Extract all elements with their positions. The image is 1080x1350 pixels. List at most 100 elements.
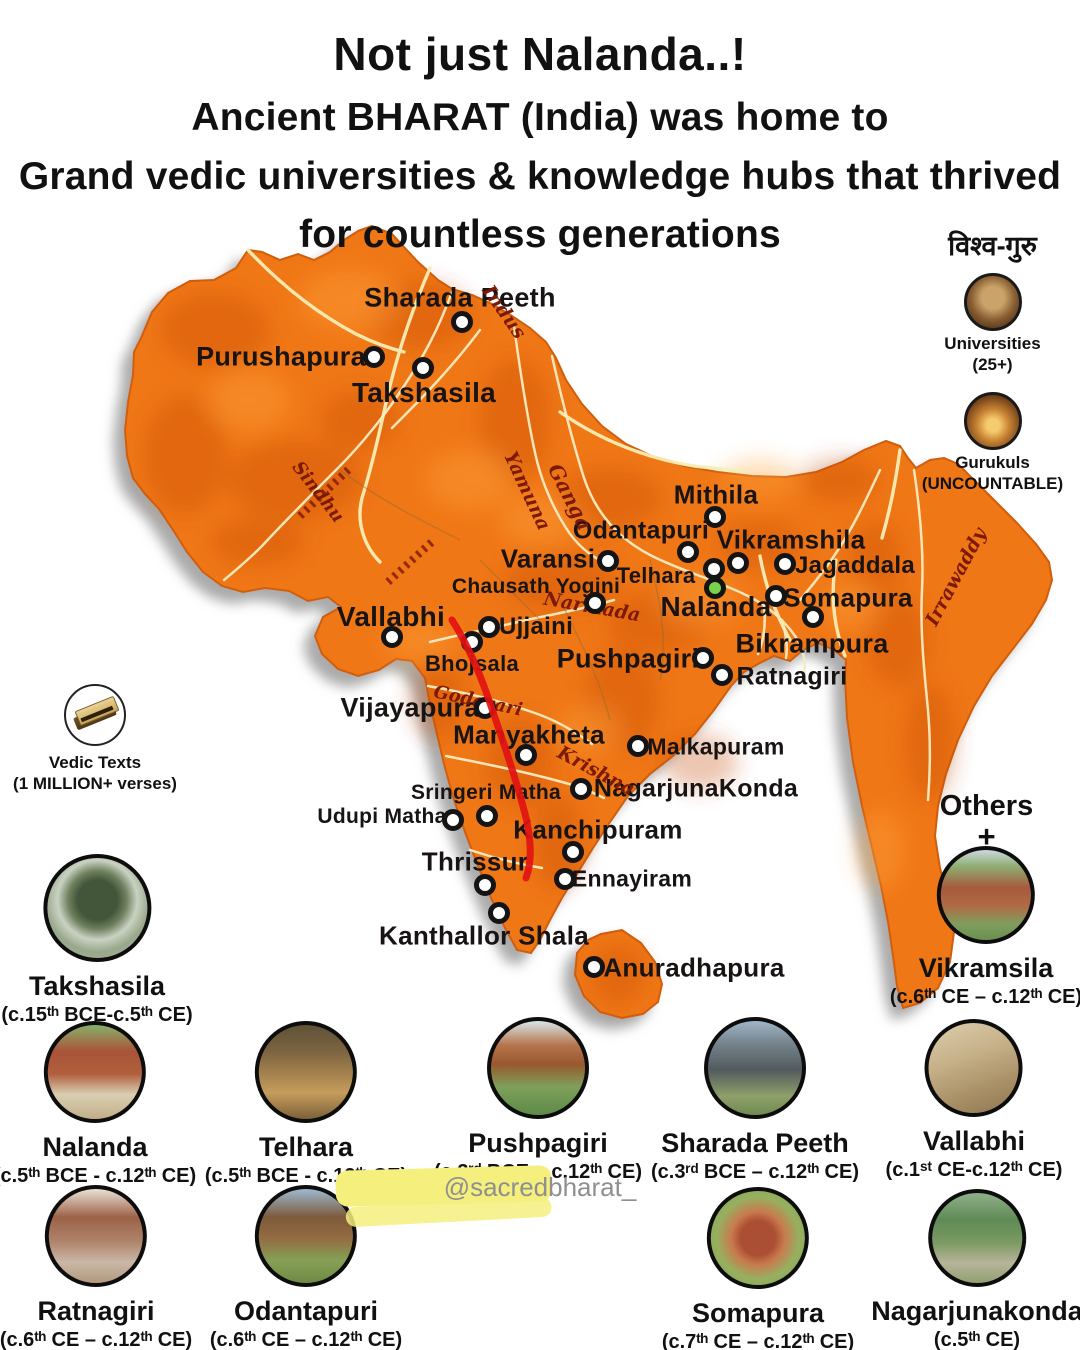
kanthallor-shala-marker [488,902,510,924]
gurukuls-label: Gurukuls [955,452,1030,472]
ratnagiri-marker [711,664,733,686]
vijayapura-marker [474,697,496,719]
universities-icon [963,273,1022,331]
title-block: Not just Nalanda..! Ancient BHARAT (Indi… [0,20,1080,265]
thrissur-marker [474,874,496,896]
card-nagarjunakonda: Nagarjunakonda (c.5ᵗʰ CE) [871,1189,1080,1350]
kanchipuram-marker [562,841,584,863]
sharada-peeth-photo [704,1017,806,1119]
vishwa-guru-legend: विश्व-गुरु Universities (25+) Gurukuls (… [905,226,1080,494]
card-vallabhi: Vallabhi (c.1ˢᵗ CE-c.12ᵗʰ CE) [885,1019,1063,1182]
place-label-nagarjunakonda: NagarjunaKonda [593,774,799,803]
card-title: Somapura [691,1298,825,1328]
card-period: (c.7ᵗʰ CE – c.12ᵗʰ CE) [661,1331,855,1350]
card-period: (c.5ᵗʰ BCE - c.12ᵗʰ CE) [0,1165,197,1187]
nagarjunakonda-marker [570,778,592,800]
place-label-somapura: Somapura [783,582,913,613]
card-title: Telhara [258,1132,354,1162]
gurukuls-icon [963,391,1022,450]
place-label-vikramshila: Vikramshila [716,524,866,555]
chausath-yogini-marker [584,592,606,614]
manyakheta-marker [515,744,537,766]
place-label-kanthallor-shala: Kanthallor Shala [379,920,589,951]
vedic-texts-label: Vedic Texts [48,753,142,772]
card-period: (c.5ᵗʰ CE) [933,1329,1021,1350]
vikramsila-photo [937,846,1035,944]
card-title: Odantapuri [233,1296,378,1326]
place-label-varansi: Varansi [500,543,596,574]
card-title: Sharada Peeth [661,1128,849,1158]
place-label-anuradhapura: Anuradhapura [603,952,785,983]
card-period: (c.6ᵗʰ CE – c.12ᵗʰ CE) [209,1329,403,1350]
river-label-sindhu: Sindhu [287,457,349,527]
bhojsala-marker [461,631,483,653]
varansi-marker [597,550,619,572]
card-somapura: Somapura (c.7ᵗʰ CE – c.12ᵗʰ CE) [662,1187,854,1350]
nagarjunakonda-photo [927,1189,1026,1287]
place-label-odantapuri: Odantapuri [572,516,710,545]
odantapuri-marker [677,541,699,563]
card-title: Nalanda [42,1132,148,1162]
card-title: Takshasila [28,971,166,1001]
card-title: Vallabhi [922,1126,1026,1156]
card-period: (c.6ᵗʰ CE – c.12ᵗʰ CE) [889,986,1080,1008]
place-label-bikrampura: Bikrampura [735,628,889,659]
bikrampura-marker [802,606,824,628]
place-label-sringeri-matha: Sringeri Matha [410,781,562,804]
place-label-purushapura: Purushapura [196,341,366,372]
vedic-texts-sublabel: (1 MILLION+ verses) [13,774,177,794]
card-period: (c.6ᵗʰ CE – c.12ᵗʰ CE) [0,1329,193,1350]
card-period: (c.3ʳᵈ BCE – c.12ᵗʰ CE) [651,1161,859,1183]
takshasila-marker [412,357,434,379]
card-title: Ratnagiri [37,1296,155,1326]
place-label-ratnagiri: Ratnagiri [736,662,848,691]
card-period: (c.1ˢᵗ CE-c.12ᵗʰ CE) [885,1159,1063,1181]
somapura-marker [765,585,787,607]
card-telhara: Telhara (c.5ᵗʰ BCE - c.12ᵗʰ CE) [205,1021,407,1188]
place-label-ennayiram: Ennayiram [571,865,693,892]
anuradhapura-marker [583,956,605,978]
card-nalanda: Nalanda (c.5ᵗʰ BCE - c.12ᵗʰ CE) [0,1021,196,1188]
place-label-pushpagiri: Pushpagiri [556,643,700,674]
place-label-takshasila: Takshasila [351,377,497,408]
place-label-malkapuram: Malkapuram [647,733,785,760]
nalanda-photo [43,1021,146,1123]
vallabhi-marker [381,626,403,648]
universities-label: Universities [944,334,1041,353]
ratnagiri-photo [45,1185,147,1287]
sharada-peeth-marker [451,311,473,333]
telhara-photo [254,1021,357,1123]
river-label-yamuna: Yamuna [499,448,555,534]
universities-count: (25+) [972,355,1013,375]
others-block: Others + [904,790,1069,854]
nalanda-marker [704,577,726,599]
udupi-matha-marker [442,809,464,831]
card-pushpagiri: Pushpagiri(c.3ʳᵈ BCE – c.12ᵗʰ CE) [434,1017,642,1184]
jagaddala-marker [774,553,796,575]
vishwa-guru-heading: विश्व-गुरु [948,231,1037,261]
title-line-2: Ancient BHARAT (India) was home to [191,96,889,139]
ujjaini-marker [478,616,500,638]
title-line-3: Grand vedic universities & knowledge hub… [18,154,1062,198]
place-label-bhojsala: Bhojsala [424,651,520,676]
card-title: Pushpagiri [468,1128,608,1158]
gurukuls-count: (UNCOUNTABLE) [921,473,1064,493]
watermark: @sacredbharat_ [335,1165,636,1228]
place-label-mithila: Mithila [673,479,759,510]
place-label-telhara: Telhara [616,563,696,588]
card-ratnagiri: Ratnagiri (c.6ᵗʰ CE – c.12ᵗʰ CE) [0,1185,192,1350]
place-label-jagaddala: Jagaddala [794,552,916,579]
others-plus: + [977,819,996,854]
takshasila-photo [43,854,151,962]
vedic-texts-legend: Vedic Texts (1 MILLION+ verses) [10,684,180,795]
card-vikramsila: Vikramsila (c.6ᵗʰ CE – c.12ᵗʰ CE) [890,846,1080,1009]
somapura-photo [707,1187,809,1289]
card-takshasila: Takshasila (c.15ᵗʰ BCE-c.5ᵗʰ CE) [1,854,193,1027]
place-label-udupi-matha: Udupi Matha [317,805,447,828]
river-label-irrawaddy: Irrawaddy [921,524,991,630]
mithila-marker [704,506,726,528]
vikramshila-marker [727,552,749,574]
place-label-thrissur: Thrissur [421,846,529,877]
card-title: Nagarjunakonda [871,1296,1080,1326]
